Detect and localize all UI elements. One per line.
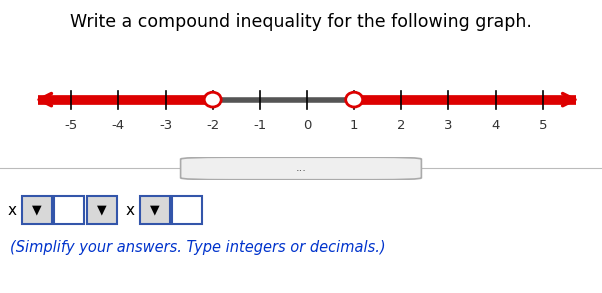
Text: -5: -5 (64, 119, 78, 132)
Text: 2: 2 (397, 119, 406, 132)
Text: -1: -1 (253, 119, 267, 132)
Text: (Simplify your answers. Type integers or decimals.): (Simplify your answers. Type integers or… (10, 240, 386, 255)
Text: ▼: ▼ (97, 204, 107, 217)
Text: -4: -4 (112, 119, 125, 132)
Text: -2: -2 (206, 119, 219, 132)
Text: x: x (7, 202, 16, 217)
Circle shape (204, 92, 221, 107)
Text: ▼: ▼ (150, 204, 160, 217)
Text: ▼: ▼ (32, 204, 42, 217)
Text: -3: -3 (159, 119, 172, 132)
FancyBboxPatch shape (54, 196, 84, 224)
Text: 5: 5 (539, 119, 547, 132)
FancyBboxPatch shape (172, 196, 202, 224)
Text: 4: 4 (491, 119, 500, 132)
Text: 1: 1 (350, 119, 358, 132)
Text: 0: 0 (303, 119, 311, 132)
Circle shape (346, 92, 362, 107)
FancyBboxPatch shape (87, 196, 117, 224)
FancyBboxPatch shape (181, 157, 421, 180)
Text: ...: ... (296, 163, 306, 173)
FancyBboxPatch shape (22, 196, 52, 224)
Text: x: x (125, 202, 134, 217)
Text: 3: 3 (444, 119, 453, 132)
FancyBboxPatch shape (140, 196, 170, 224)
Text: Write a compound inequality for the following graph.: Write a compound inequality for the foll… (70, 13, 532, 31)
